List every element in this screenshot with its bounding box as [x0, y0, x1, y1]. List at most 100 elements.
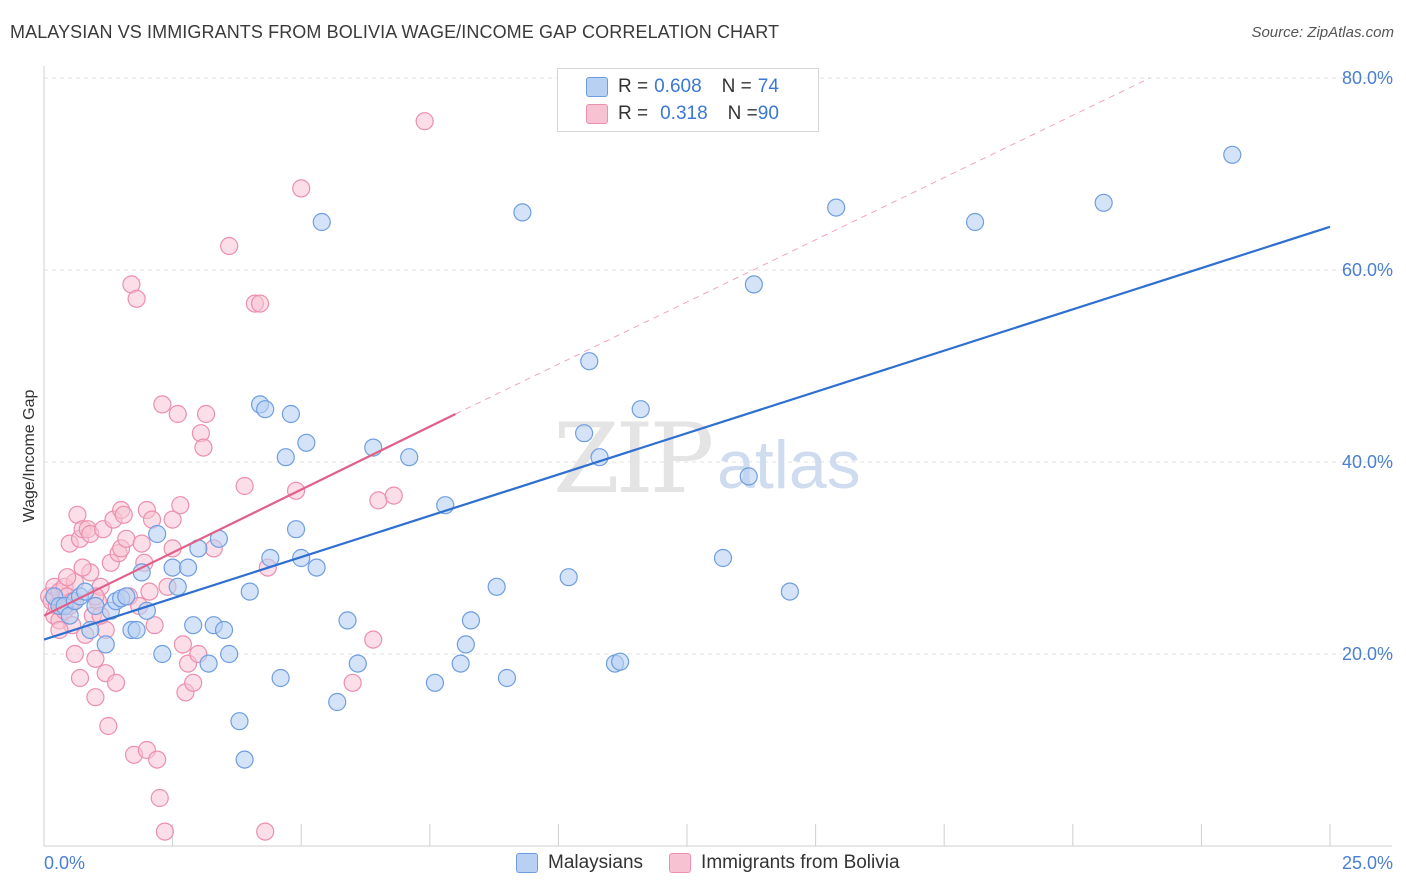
data-point-malaysians — [276, 448, 295, 467]
source-label: Source: ZipAtlas.com — [1251, 24, 1394, 41]
data-point-malaysians — [425, 673, 445, 692]
watermark: ZIP atlas — [553, 403, 861, 515]
trend-line-bolivia — [43, 413, 457, 617]
data-point-malaysians — [230, 712, 249, 731]
data-point-malaysians — [240, 582, 259, 601]
legend-swatch-bolivia — [669, 853, 692, 873]
data-point-malaysians — [199, 654, 218, 673]
data-point-malaysians — [168, 577, 187, 596]
data-point-malaysians — [611, 652, 630, 671]
legend-swatch-malaysians — [516, 853, 538, 873]
data-point-malaysians — [338, 611, 357, 630]
watermark-zip: ZIP — [553, 403, 712, 515]
grid-lines — [44, 77, 1392, 655]
data-point-bolivia — [220, 236, 239, 256]
data-point-bolivia — [384, 486, 403, 505]
data-point-bolivia — [343, 673, 362, 692]
data-point-bolivia — [155, 822, 174, 841]
data-point-bolivia — [86, 649, 105, 668]
data-point-malaysians — [400, 448, 419, 467]
data-point-bolivia — [196, 404, 216, 424]
data-point-malaysians — [487, 577, 506, 596]
data-point-malaysians — [739, 467, 758, 486]
data-point-bolivia — [70, 668, 90, 688]
chart-title: MALAYSIAN VS IMMIGRANTS FROM BOLIVIA WAG… — [10, 22, 780, 42]
data-point-bolivia — [132, 534, 151, 553]
data-point-malaysians — [127, 620, 146, 640]
data-point-malaysians — [590, 448, 609, 467]
y-tick-label: 80.0% — [1342, 68, 1393, 88]
legend-item-malaysians: Malaysians — [516, 852, 643, 874]
data-point-malaysians — [178, 558, 198, 577]
legend-r-label: R = — [618, 103, 649, 124]
y-tick-label: 20.0% — [1342, 644, 1393, 664]
data-point-bolivia — [117, 529, 136, 548]
data-point-bolivia — [58, 568, 77, 587]
data-point-malaysians — [286, 520, 306, 539]
data-point-malaysians — [281, 404, 301, 424]
data-point-bolivia — [184, 673, 203, 692]
data-point-malaysians — [1094, 193, 1113, 212]
legend-n-value: 90 — [757, 103, 779, 124]
data-point-bolivia — [106, 673, 126, 692]
trend-lines — [43, 77, 1331, 641]
data-point-malaysians — [184, 616, 203, 635]
data-point-malaysians — [965, 212, 985, 232]
data-point-malaysians — [132, 563, 151, 582]
trend-line-malaysians — [43, 225, 1331, 641]
tick-labels: 20.0% 40.0% 60.0% 80.0% 0.0% 25.0% — [44, 68, 1393, 873]
data-point-malaysians — [86, 596, 105, 616]
data-point-malaysians — [580, 352, 599, 371]
data-point-bolivia — [173, 635, 192, 654]
data-point-malaysians — [235, 750, 254, 769]
series-malaysians-points — [45, 145, 1242, 769]
data-point-malaysians — [137, 601, 156, 620]
data-point-bolivia — [163, 510, 182, 529]
data-point-malaysians — [312, 212, 331, 232]
y-tick-label: 40.0% — [1342, 452, 1393, 472]
data-point-malaysians — [713, 548, 733, 568]
data-point-malaysians — [780, 582, 799, 601]
trend-line-bolivia-extension — [455, 77, 1151, 415]
data-point-malaysians — [256, 400, 275, 419]
watermark-atlas: atlas — [717, 427, 861, 503]
data-point-bolivia — [286, 481, 306, 500]
data-point-malaysians — [456, 635, 475, 654]
data-point-malaysians — [559, 568, 578, 587]
data-point-malaysians — [96, 635, 115, 654]
data-point-bolivia — [148, 750, 167, 769]
data-point-malaysians — [1223, 145, 1242, 164]
legend-r-value: 0.608 — [654, 76, 702, 97]
data-point-bolivia — [73, 558, 92, 577]
data-point-bolivia — [127, 289, 146, 308]
data-point-malaysians — [307, 558, 326, 577]
data-point-bolivia — [369, 491, 388, 510]
data-point-malaysians — [744, 275, 763, 294]
data-point-bolivia — [150, 788, 169, 808]
data-point-malaysians — [148, 524, 167, 544]
series-legend: Malaysians Immigrants from Bolivia — [516, 852, 926, 874]
data-point-malaysians — [117, 587, 136, 606]
data-point-bolivia — [140, 582, 159, 601]
data-point-bolivia — [364, 630, 383, 649]
data-point-malaysians — [827, 198, 846, 217]
data-point-bolivia — [171, 496, 190, 515]
data-point-malaysians — [153, 644, 172, 664]
data-point-malaysians — [348, 654, 367, 673]
data-point-malaysians — [297, 433, 316, 452]
axes — [43, 66, 1392, 847]
legend-label-malaysians: Malaysians — [548, 852, 644, 873]
legend-row-malaysians: R = 0.608 N = 74 — [586, 75, 779, 99]
stats-legend: R = 0.608 N = 74 R = 0.318 N = 90 — [557, 68, 819, 132]
data-point-malaysians — [163, 558, 182, 577]
data-point-bolivia — [114, 505, 133, 524]
data-point-malaysians — [575, 424, 594, 443]
data-point-bolivia — [65, 644, 84, 664]
legend-swatch-malaysians — [586, 77, 608, 97]
legend-n-label: N = — [721, 76, 752, 97]
data-point-malaysians — [328, 692, 347, 712]
legend-n-value: 74 — [757, 76, 779, 97]
data-point-malaysians — [497, 668, 517, 688]
data-point-bolivia — [194, 438, 213, 457]
data-point-bolivia — [250, 294, 270, 313]
